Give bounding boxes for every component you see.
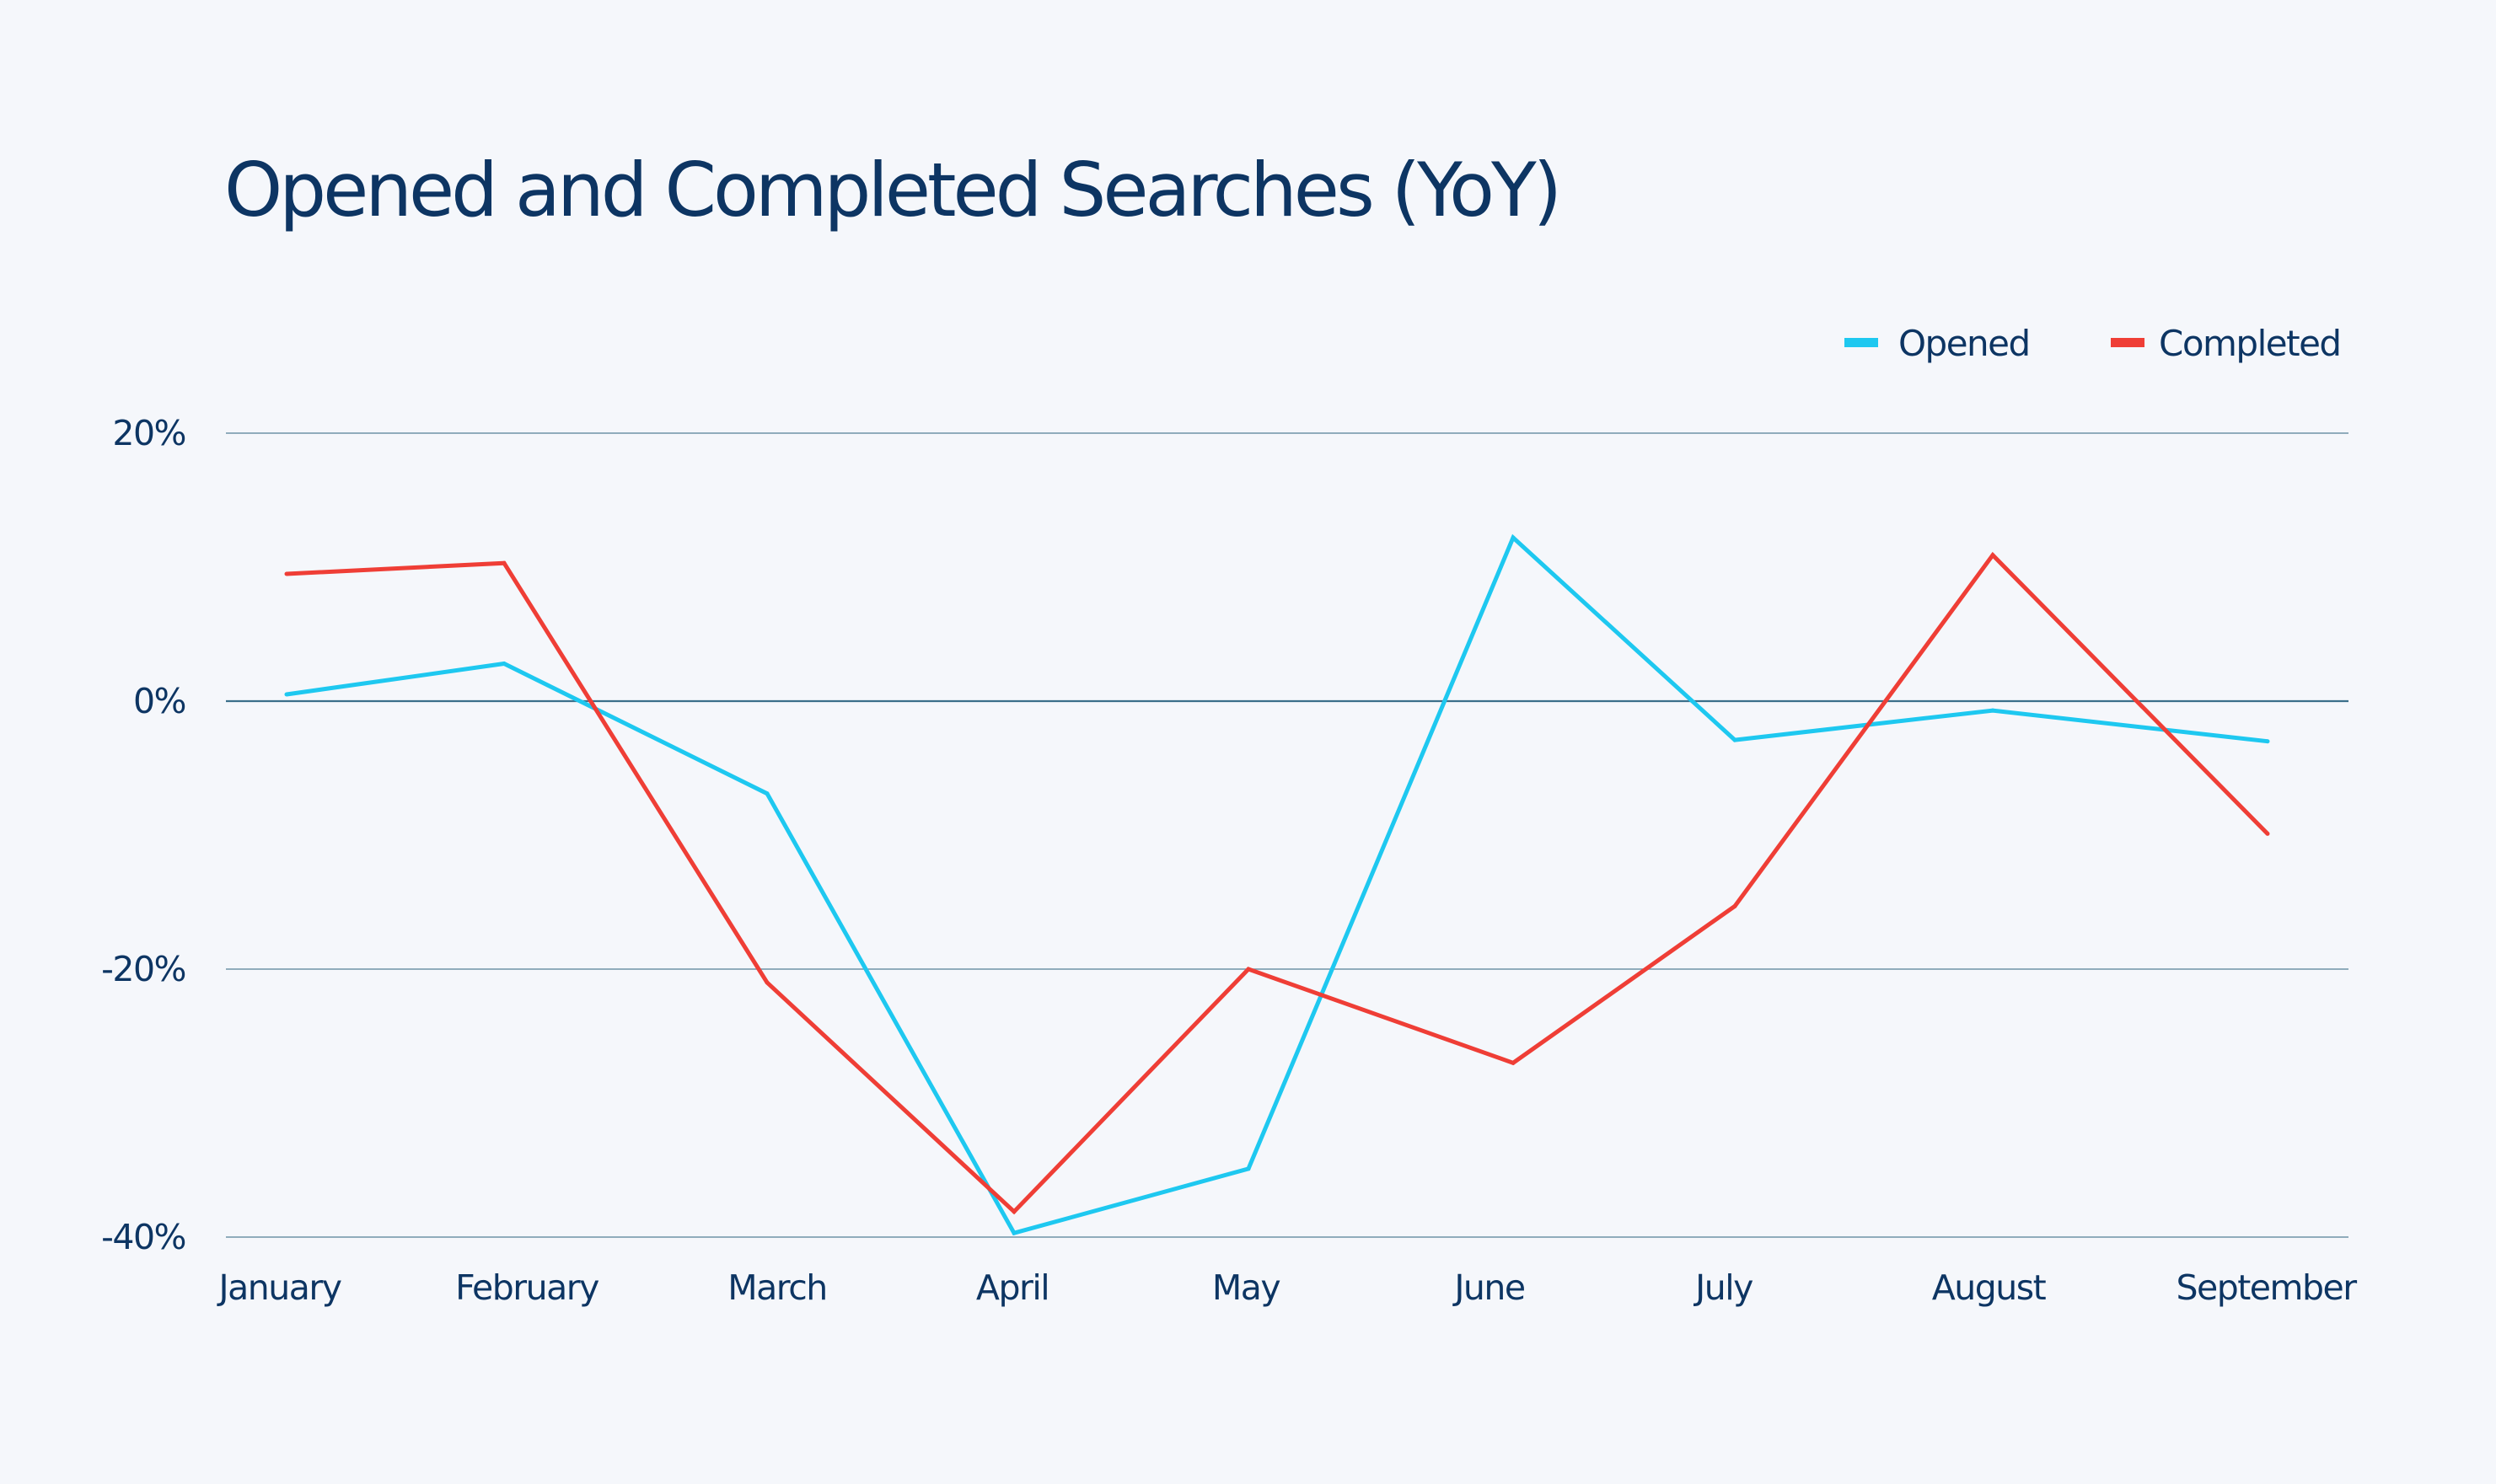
x-tick-label: August <box>1932 1267 2047 1308</box>
data-point-opened <box>1246 1166 1251 1171</box>
data-point-completed <box>1246 967 1251 972</box>
legend: Opened Completed <box>1844 323 2342 364</box>
series-opened <box>284 533 2270 1236</box>
data-point-completed <box>1012 1209 1017 1214</box>
x-tick-label: February <box>455 1267 599 1308</box>
series-line-opened <box>286 533 2268 1236</box>
data-point-completed <box>765 980 770 985</box>
legend-swatch <box>2111 338 2144 347</box>
data-point-opened <box>284 692 289 697</box>
data-point-opened <box>1511 535 1516 540</box>
legend-swatch <box>1844 338 1878 347</box>
data-point-completed <box>1990 553 1995 558</box>
data-point-completed <box>284 571 289 576</box>
series-line-completed <box>286 551 2269 1215</box>
x-tick-label: January <box>217 1267 342 1308</box>
series-lines <box>284 533 2270 1236</box>
x-tick-label: June <box>1452 1267 1525 1308</box>
data-point-completed <box>1732 903 1737 908</box>
x-tick-label: July <box>1693 1267 1753 1308</box>
data-point-opened <box>1990 708 1995 713</box>
y-tick-label: 20% <box>112 413 185 453</box>
data-point-completed <box>502 560 507 565</box>
y-tick-label: 0% <box>133 681 185 721</box>
legend-label: Completed <box>2159 323 2341 364</box>
y-tick-label: -40% <box>101 1217 185 1257</box>
data-point-completed <box>2265 831 2270 836</box>
x-tick-label: September <box>2176 1267 2357 1308</box>
data-point-opened <box>765 791 770 796</box>
data-point-opened <box>1732 737 1737 742</box>
data-point-opened <box>502 662 507 666</box>
data-point-opened <box>2265 739 2270 744</box>
data-point-completed <box>1511 1060 1516 1065</box>
y-axis-ticks: 20% 0% -20% -40% <box>101 413 186 1257</box>
x-tick-label: May <box>1212 1267 1280 1308</box>
data-point-opened <box>1012 1230 1017 1235</box>
legend-label: Opened <box>1898 323 2030 364</box>
legend-item-completed: Completed <box>2111 323 2342 364</box>
y-tick-label: -20% <box>101 949 185 989</box>
x-tick-label: March <box>727 1267 826 1308</box>
series-completed <box>284 551 2270 1215</box>
grid-lines <box>226 432 2348 1238</box>
chart-title: Opened and Completed Searches (YoY) <box>224 147 1562 233</box>
legend-item-opened: Opened <box>1844 323 2031 364</box>
x-tick-label: April <box>976 1267 1049 1308</box>
x-axis-ticks: January February March April May June July Augu… <box>217 1267 2359 1308</box>
